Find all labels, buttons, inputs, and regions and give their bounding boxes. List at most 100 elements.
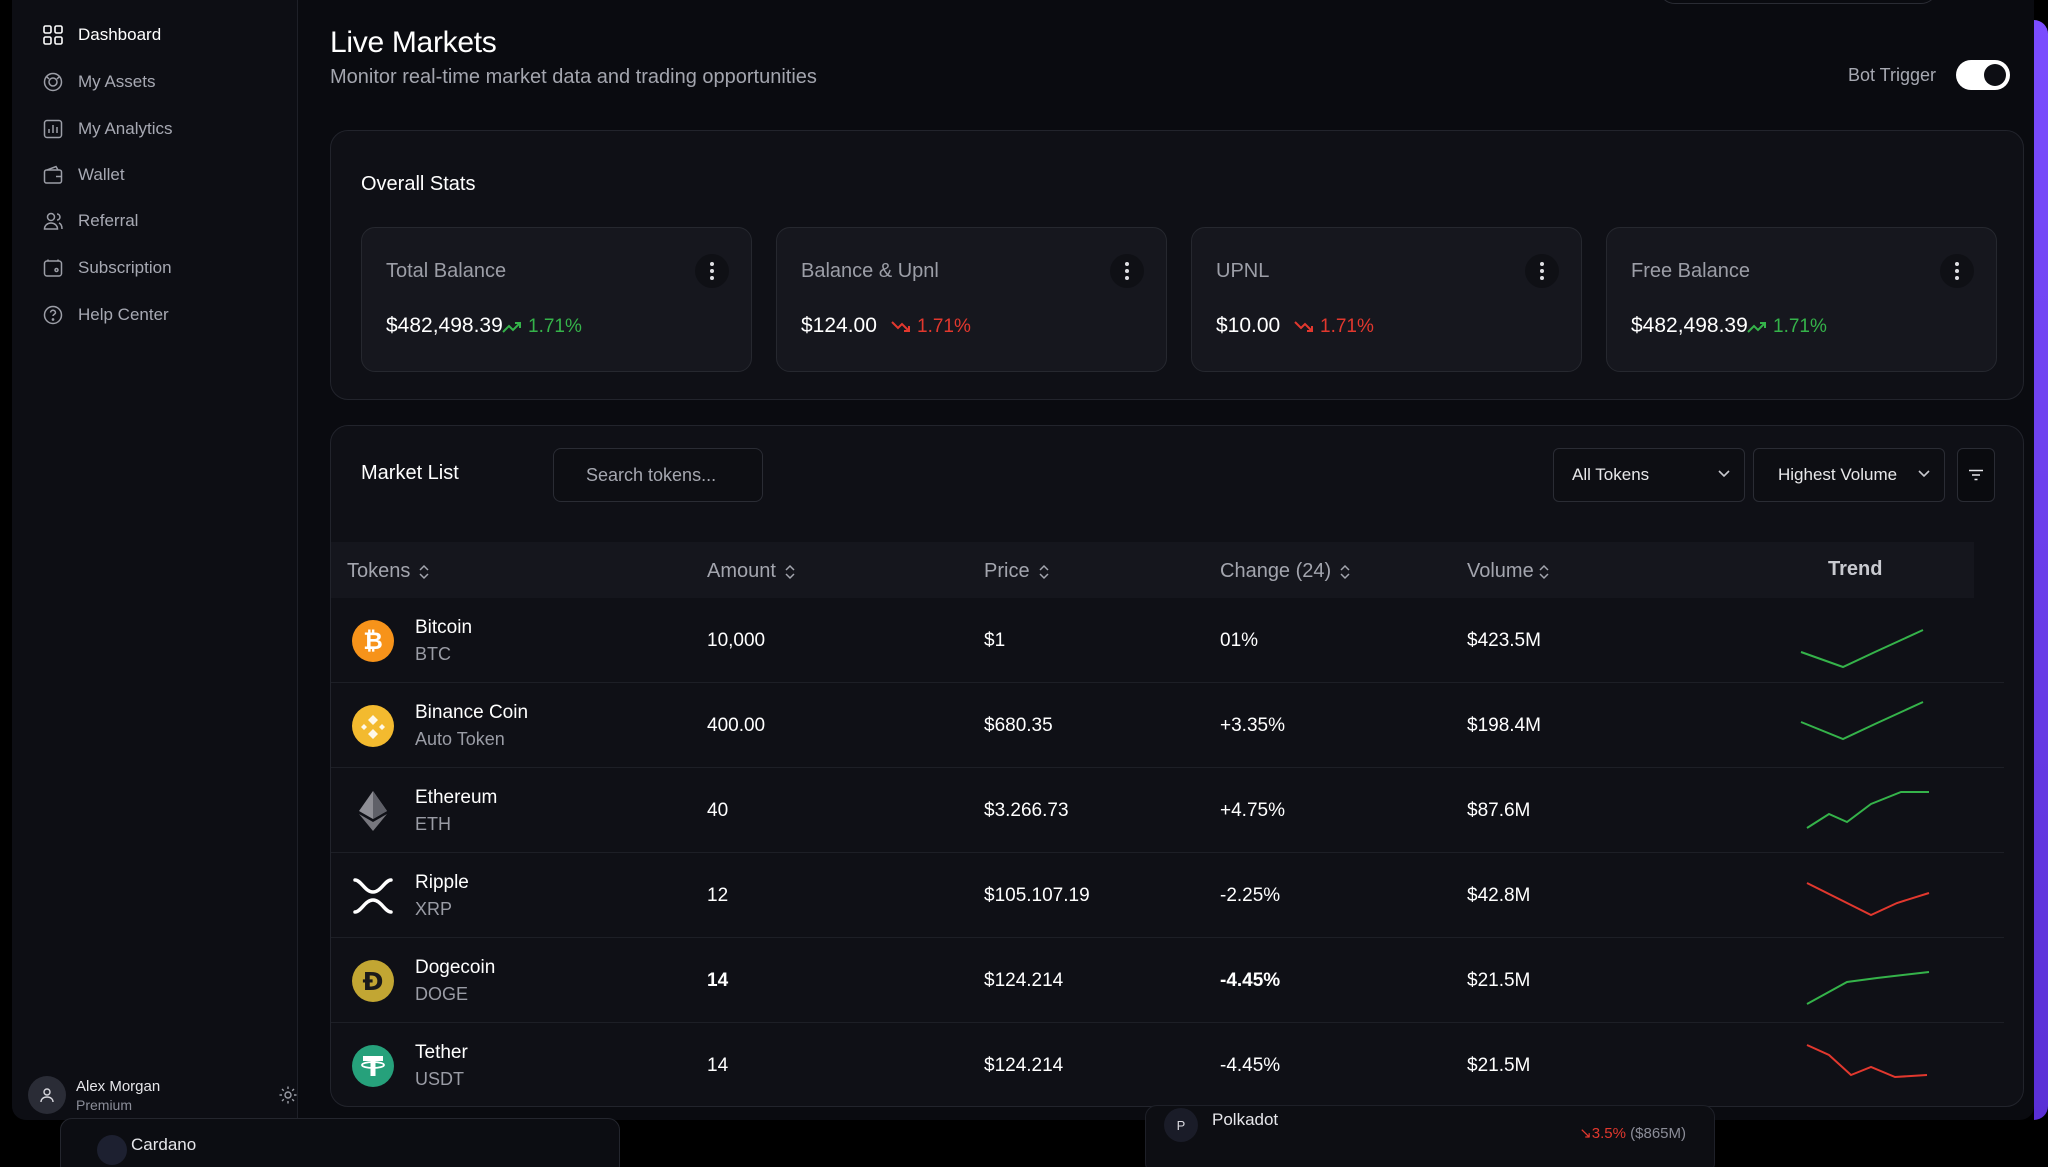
- stat-card-free-balance: Free Balance $482,498.39 1.71%: [1606, 227, 1997, 372]
- coins-icon: [43, 72, 63, 92]
- token-volume: $21.5M: [1467, 970, 1531, 991]
- stat-change: 1.71%: [1747, 316, 1827, 338]
- change-amount: ($865M): [1630, 1125, 1686, 1142]
- token-amount: 14: [707, 970, 729, 991]
- token-name: Binance Coin: [415, 702, 529, 723]
- token-symbol: ETH: [415, 814, 451, 834]
- token-avatar: P: [1164, 1108, 1198, 1142]
- table-header: Tokens Amount Price Change (24) Volume T…: [331, 542, 1974, 598]
- sidebar-item-label: My Assets: [78, 72, 156, 91]
- search-input[interactable]: [553, 448, 763, 502]
- sidebar-item-my-assets[interactable]: My Assets: [42, 67, 155, 97]
- stat-value: $10.00: [1216, 314, 1281, 337]
- sidebar-item-label: Wallet: [78, 165, 125, 184]
- token-amount: 40: [707, 800, 729, 821]
- top-search-pill[interactable]: [1658, 0, 1938, 4]
- user-tier: Premium: [76, 1096, 133, 1113]
- dot-icon: [1540, 276, 1544, 280]
- trend-sparkline: [1806, 882, 1930, 917]
- trend-sparkline: [1806, 791, 1929, 829]
- trend-up-icon: [502, 322, 521, 333]
- token-price: $3.266.73: [984, 800, 1069, 821]
- sidebar-item-my-analytics[interactable]: My Analytics: [42, 114, 172, 144]
- trend-down-icon: [891, 321, 910, 332]
- token-price: $124.214: [984, 1055, 1064, 1076]
- dot-icon: [1955, 276, 1959, 280]
- table-row[interactable]: Tether USDT 14 $124.214 -4.45% $21.5M: [331, 1023, 2004, 1106]
- user-icon: [40, 1088, 54, 1103]
- user-name: Alex Morgan: [76, 1077, 161, 1095]
- stat-card-total-balance: Total Balance $482,498.39 1.71%: [361, 227, 752, 372]
- token-change: -2.25%: [1220, 885, 1281, 906]
- stat-card-balance-upnl: Balance & Upnl $124.00 1.71%: [776, 227, 1167, 372]
- column-header-price[interactable]: Price: [984, 560, 1050, 583]
- stat-change: 1.71%: [1294, 316, 1374, 338]
- filter-icon: [1969, 469, 1983, 481]
- sidebar-item-dashboard[interactable]: Dashboard: [42, 20, 161, 50]
- token-name: Ripple: [415, 872, 469, 893]
- column-header-tokens[interactable]: Tokens: [347, 560, 430, 583]
- sidebar-item-wallet[interactable]: Wallet: [42, 160, 125, 190]
- column-header-volume[interactable]: Volume: [1467, 560, 1550, 583]
- column-header-trend: Trend: [1828, 558, 1882, 581]
- column-label: Trend: [1828, 558, 1883, 580]
- column-header-change[interactable]: Change (24): [1220, 560, 1351, 583]
- column-label: Tokens: [347, 560, 411, 582]
- bot-trigger-toggle[interactable]: [1956, 60, 2010, 90]
- stat-value: $482,498.39: [386, 314, 503, 337]
- token-symbol: Auto Token: [415, 729, 505, 749]
- chevron-down-icon: [1718, 470, 1730, 478]
- binance-icon: [352, 705, 394, 747]
- peek-card-polkadot[interactable]: P Polkadot ↘3.5% ($865M): [1145, 1105, 1715, 1167]
- sidebar-item-referral[interactable]: Referral: [42, 206, 138, 236]
- trend-down-icon: [1294, 321, 1313, 332]
- token-change: -4.45%: [1220, 1055, 1281, 1076]
- table-row[interactable]: Ethereum ETH 40 $3.266.73 +4.75% $87.6M: [331, 768, 2004, 853]
- dot-icon: [710, 269, 714, 273]
- filter-button[interactable]: [1957, 448, 1995, 502]
- grid-icon: [43, 25, 63, 45]
- stat-label: Total Balance: [386, 260, 507, 282]
- token-price: $1: [984, 630, 1006, 651]
- sidebar-item-subscription[interactable]: Subscription: [42, 253, 172, 283]
- table-row[interactable]: Binance Coin Auto Token 400.00 $680.35 +…: [331, 683, 2004, 768]
- table-row[interactable]: Ripple XRP 12 $105.107.19 -2.25% $42.8M: [331, 853, 2004, 938]
- trend-up-icon: [1747, 322, 1766, 333]
- token-volume: $423.5M: [1467, 630, 1541, 651]
- trend-sparkline: [1806, 971, 1930, 1005]
- user-profile[interactable]: Alex Morgan Premium: [18, 1070, 304, 1120]
- main-content: Live Markets Monitor real-time market da…: [298, 0, 2024, 1120]
- avatar[interactable]: [28, 1076, 66, 1114]
- token-name: Ethereum: [415, 787, 498, 808]
- column-label: Price: [984, 560, 1030, 582]
- stat-label: Balance & Upnl: [801, 260, 939, 282]
- change-value: 3.5%: [1591, 1125, 1626, 1142]
- more-options-button[interactable]: [1110, 254, 1144, 288]
- page-subtitle: Monitor real-time market data and tradin…: [330, 66, 817, 88]
- sidebar-item-label: Help Center: [78, 305, 169, 324]
- token-price: $124.214: [984, 970, 1064, 991]
- sidebar-item-label: My Analytics: [78, 119, 173, 138]
- table-row[interactable]: ₿ Bitcoin BTC 10,000 $1 01% $423.5M: [331, 598, 2004, 683]
- more-options-button[interactable]: [1525, 254, 1559, 288]
- more-options-button[interactable]: [695, 254, 729, 288]
- trend-sparkline: [1800, 701, 1924, 741]
- dogecoin-icon: Ɖ: [352, 960, 394, 1002]
- sidebar-item-label: Referral: [78, 211, 139, 230]
- table-row[interactable]: Ɖ Dogecoin DOGE 14 $124.214 -4.45% $21.5…: [331, 938, 2004, 1023]
- page-title: Live Markets: [330, 26, 497, 59]
- dot-icon: [1125, 269, 1129, 273]
- gear-icon[interactable]: [278, 1085, 298, 1105]
- sidebar: Dashboard My Assets My Analytics Wallet …: [12, 0, 298, 1120]
- more-options-button[interactable]: [1940, 254, 1974, 288]
- sort-select[interactable]: Highest Volume: [1753, 448, 1945, 502]
- analytics-icon: [43, 119, 63, 139]
- select-value: All Tokens: [1572, 465, 1650, 484]
- peek-card-cardano[interactable]: Cardano: [60, 1118, 620, 1167]
- token-amount: 12: [707, 885, 729, 906]
- sidebar-item-help-center[interactable]: Help Center: [42, 300, 169, 330]
- column-header-amount[interactable]: Amount: [707, 560, 796, 583]
- dot-icon: [1540, 269, 1544, 273]
- token-filter-select[interactable]: All Tokens: [1553, 448, 1745, 502]
- sort-icon: [419, 564, 429, 579]
